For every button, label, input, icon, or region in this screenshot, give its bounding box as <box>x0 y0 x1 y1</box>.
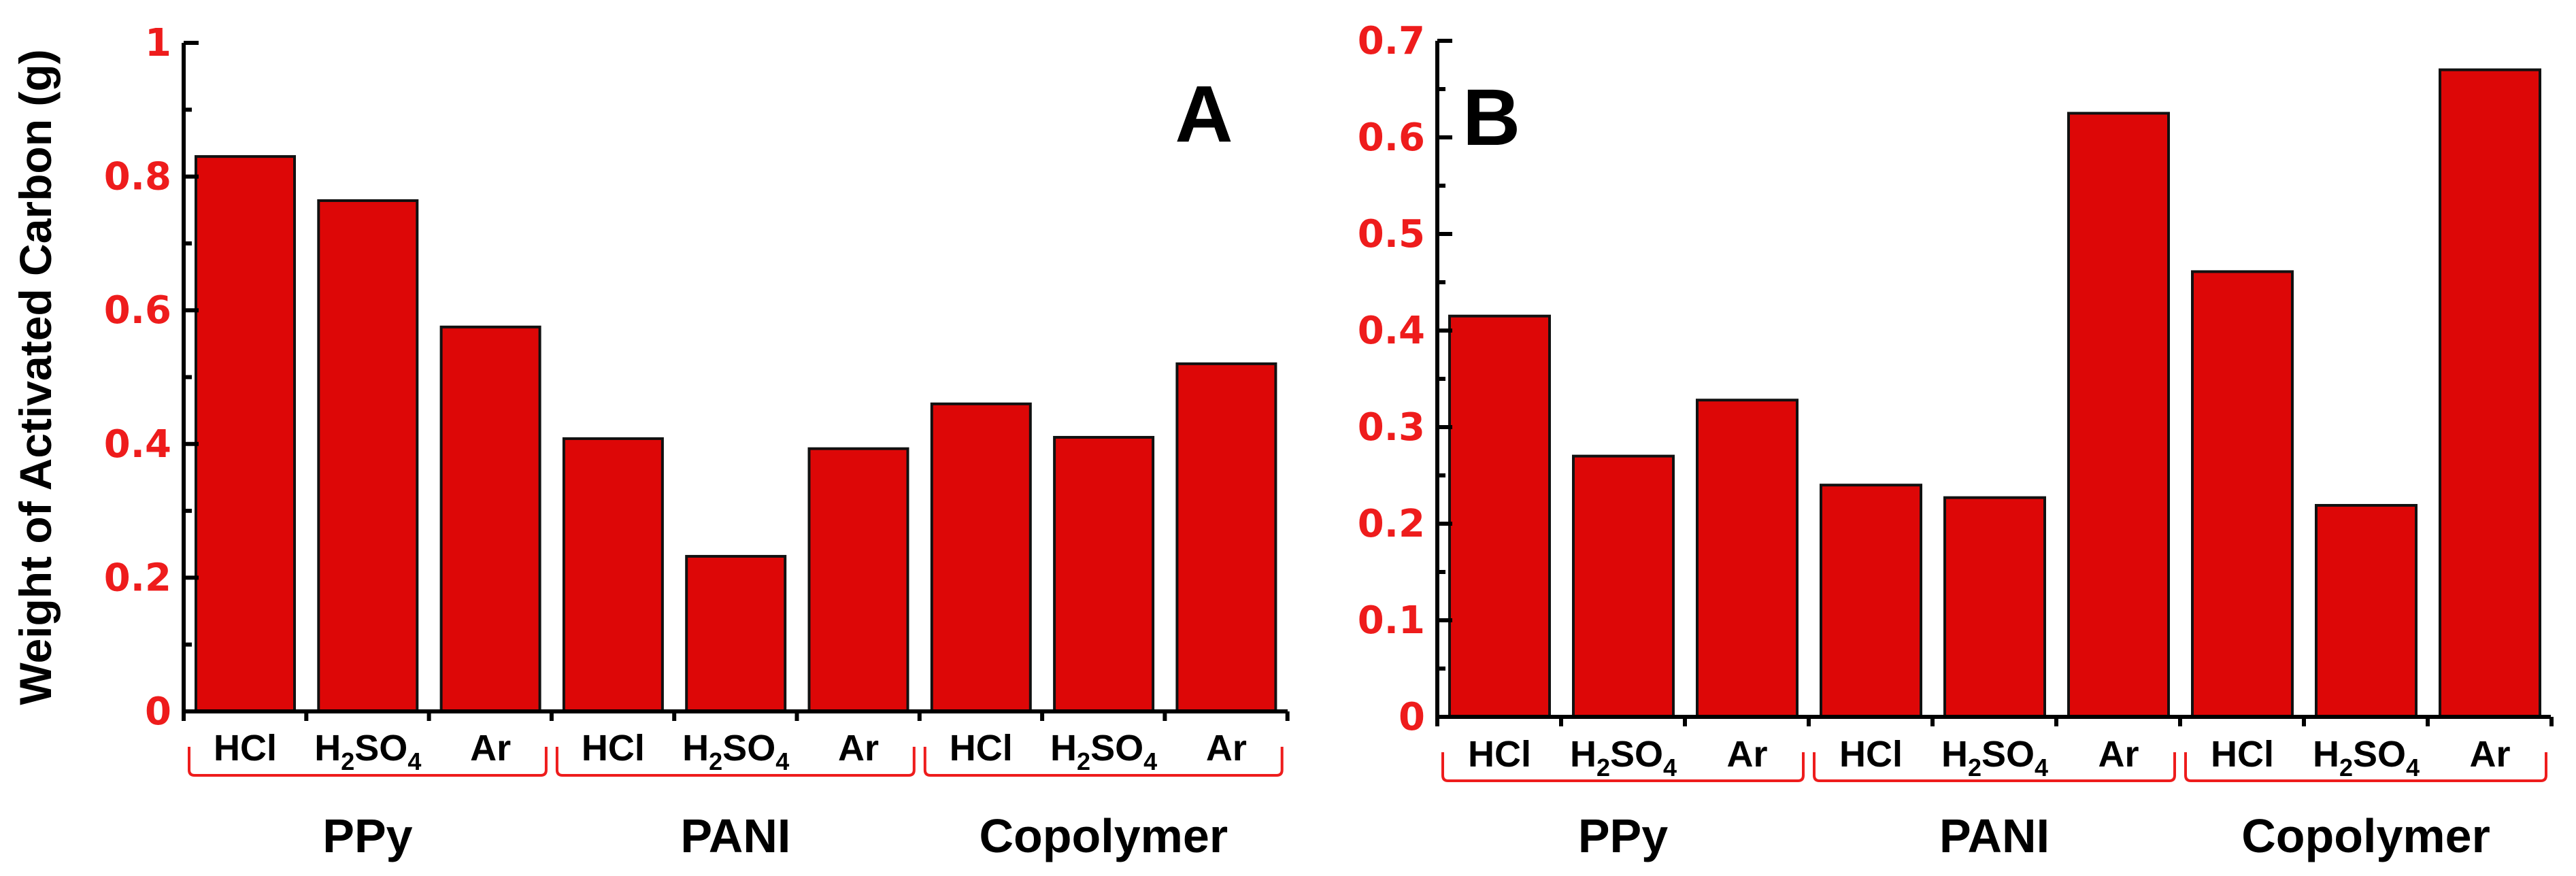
bar <box>1943 496 2046 718</box>
group-label: PANI <box>1939 809 2050 862</box>
x-tick-label: Ar <box>1206 728 1247 769</box>
panel-letter: B <box>1462 73 1520 163</box>
group-label: PPy <box>1578 809 1668 862</box>
x-tick-label: HCl <box>1468 734 1531 775</box>
x-tick-label: Ar <box>2098 734 2139 775</box>
x-tick-label: Ar <box>470 728 511 769</box>
group-label: Copolymer <box>979 809 1228 862</box>
bar <box>685 554 787 713</box>
bar <box>1053 435 1155 713</box>
group-label: PANI <box>680 809 790 862</box>
bar <box>2315 504 2418 719</box>
chart-panel-a: 0 0.2 0.4 0.6 0.8 1 HCl H2SO4 Ar HCl H2SO4 Ar HCl H2S… <box>10 21 1290 862</box>
x-tick-label: HCl <box>1839 734 1903 775</box>
x-tick-label: HCl <box>950 728 1013 769</box>
panel-letter: A <box>1175 69 1233 159</box>
bar <box>317 199 419 713</box>
bar <box>439 325 541 713</box>
chart-panel-b: 0 0.1 0.2 0.3 0.4 0.5 0.6 0.7 HCl H2SO4 Ar HCl H2SO4… <box>1358 19 2554 862</box>
x-tick-label: HCl <box>2211 734 2274 775</box>
y-tick-label: 0 <box>145 690 171 734</box>
group-bracket <box>2184 752 2547 782</box>
y-tick-label: 0.6 <box>1358 116 1425 160</box>
y-tick-label: 0.8 <box>104 155 171 199</box>
x-tick-label: H2SO4 <box>1941 734 2048 781</box>
group-bracket <box>188 747 548 777</box>
y-axis-label: Weight of Activated Carbon (g) <box>10 49 61 705</box>
group-bracket <box>555 747 916 777</box>
x-tick-label: H2SO4 <box>682 728 789 775</box>
y-tick-label: 0.3 <box>1358 405 1425 450</box>
y-tick-label: 0.6 <box>104 288 171 333</box>
group-label: PPy <box>322 809 412 862</box>
x-tick-label: H2SO4 <box>1570 734 1677 781</box>
group-bracket <box>1813 752 2176 782</box>
y-tick-label: 0 <box>1399 695 1425 739</box>
x-tick-label: HCl <box>582 728 645 769</box>
y-tick-label: 1 <box>145 21 171 65</box>
bar <box>2439 68 2541 719</box>
bar <box>807 447 909 713</box>
y-tick-label: 0.2 <box>1358 502 1425 546</box>
bar <box>1175 362 1277 713</box>
bar <box>1572 454 1675 718</box>
x-tick-label: H2SO4 <box>2313 734 2420 781</box>
bar <box>2067 112 2170 718</box>
bar <box>562 437 664 713</box>
x-tick-label: Ar <box>838 728 879 769</box>
y-tick-label: 0.4 <box>1358 309 1425 353</box>
x-tick-label: Ar <box>1726 734 1767 775</box>
x-tick-label: H2SO4 <box>1050 728 1157 775</box>
y-tick-label: 0.7 <box>1358 19 1425 63</box>
group-label: Copolymer <box>2241 809 2490 862</box>
bar <box>930 402 1032 713</box>
y-tick-label: 0.4 <box>104 422 171 467</box>
bar <box>1696 399 1799 718</box>
x-tick-label: Ar <box>2469 734 2510 775</box>
y-tick-label: 0.2 <box>104 556 171 600</box>
bar <box>195 155 296 713</box>
x-tick-label: H2SO4 <box>314 728 421 775</box>
bar <box>1448 314 1551 718</box>
bar <box>2191 270 2294 718</box>
y-tick-label: 0.1 <box>1358 599 1425 643</box>
y-tick-label: 0.5 <box>1358 212 1425 256</box>
bar <box>1820 484 1922 718</box>
group-bracket <box>1441 752 1805 782</box>
x-tick-label: HCl <box>214 728 277 769</box>
group-bracket <box>923 747 1284 777</box>
